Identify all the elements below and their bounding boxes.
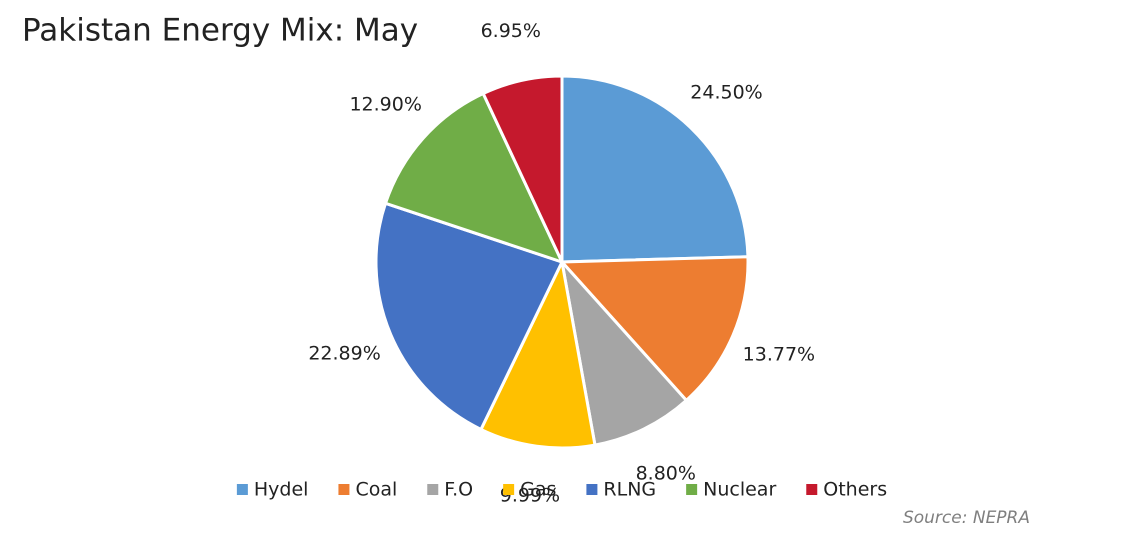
legend-label: Coal (355, 479, 397, 501)
legend-swatch (338, 484, 350, 495)
pie-slice (560, 74, 750, 264)
pie-slice (559, 257, 689, 447)
data-label: 13.77% (743, 344, 815, 366)
legend-label: RLNG (603, 479, 656, 501)
data-label: 24.50% (690, 81, 762, 103)
legend-label: F.O (444, 479, 473, 501)
chart-title: Pakistan Energy Mix: May (22, 13, 418, 49)
legend-label: Gas (520, 479, 556, 501)
legend-swatch (503, 484, 515, 495)
pie-slice (374, 201, 565, 432)
data-label: 6.95% (481, 20, 541, 42)
pie-slice (558, 255, 750, 403)
legend-swatch (806, 484, 818, 495)
source: Source: NEPRA (903, 508, 1030, 528)
legend-label: Nuclear (703, 479, 776, 501)
legend-label: Others (823, 479, 887, 501)
data-label: 22.89% (308, 342, 380, 364)
legend-swatch (236, 484, 248, 495)
legend-swatch (586, 484, 598, 495)
pie-slice (383, 91, 565, 265)
legend-swatch (427, 484, 439, 495)
legend-swatch (686, 484, 698, 495)
legend-label: Hydel (254, 479, 309, 501)
data-label: 9.99% (500, 484, 560, 506)
data-label: 12.90% (349, 94, 421, 116)
pie-slice (481, 74, 564, 263)
pie-slice (478, 257, 597, 450)
data-label: 8.80% (636, 462, 696, 484)
